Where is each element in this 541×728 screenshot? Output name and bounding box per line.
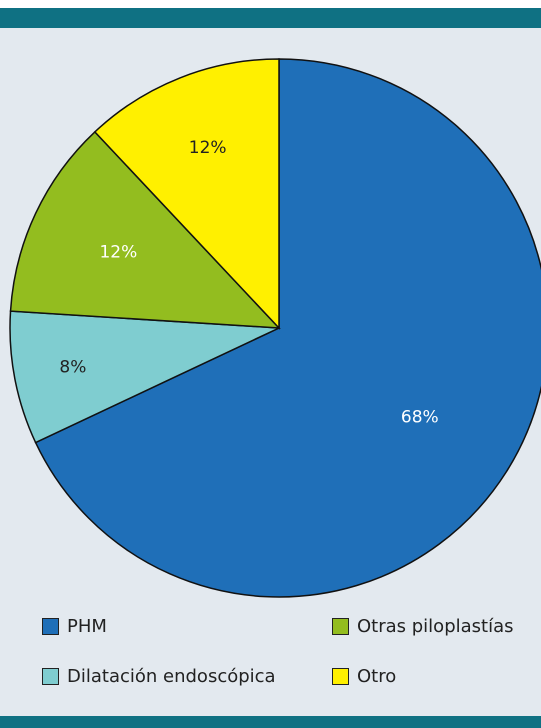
bottom-accent-bar <box>0 716 541 728</box>
legend-swatch-otro <box>332 668 349 685</box>
top-accent-bar <box>0 8 541 28</box>
pie-slices <box>9 58 541 598</box>
pie-slice-dilatacion-endoscopica <box>9 310 280 444</box>
pie-slice-otro <box>93 58 280 330</box>
legend-label-otras-piloplastias: Otras piloplastías <box>357 616 514 637</box>
top-margin <box>0 0 541 8</box>
legend-swatch-phm <box>42 618 59 635</box>
legend-label-phm: PHM <box>67 616 107 637</box>
pie-label-dilatacion-endoscopica: 8% <box>59 357 86 377</box>
pie-slice-phm <box>34 58 541 598</box>
legend-label-dilatacion-endoscopica: Dilatación endoscópica <box>67 666 276 687</box>
legend-item-otras-piloplastias: Otras piloplastías <box>332 616 514 637</box>
legend-item-phm: PHM <box>42 616 107 637</box>
pie-labels: 68% 8% 12% 12% <box>59 138 438 427</box>
legend-label-otro: Otro <box>357 666 397 687</box>
pie-label-phm: 68% <box>401 407 439 427</box>
legend-swatch-otras-piloplastias <box>332 618 349 635</box>
pie-label-otro: 12% <box>189 138 227 158</box>
legend-item-otro: Otro <box>332 666 396 687</box>
legend-swatch-dilatacion-endoscopica <box>42 668 59 685</box>
legend-item-dilatacion-endoscopica: Dilatación endoscópica <box>42 666 276 687</box>
pie-slice-otras-piloplastias <box>9 130 281 329</box>
pie-label-otras-piloplastias: 12% <box>99 242 137 262</box>
